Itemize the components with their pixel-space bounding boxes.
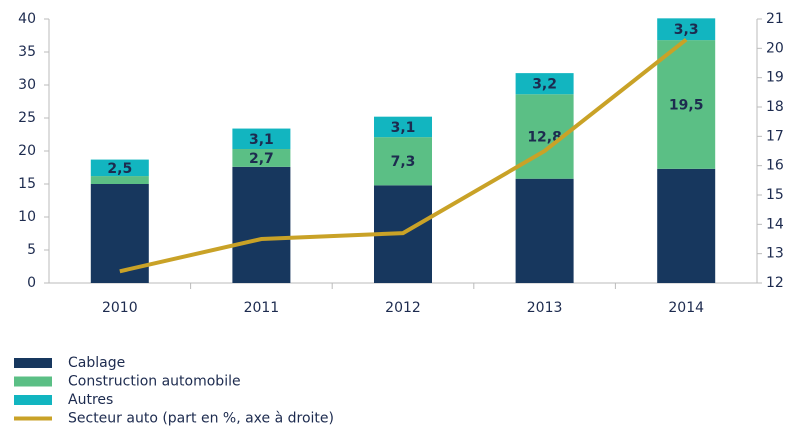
y-tick-label: 40: [18, 11, 36, 27]
bar-segment: [657, 18, 716, 41]
y2-tick-label: 20: [766, 40, 784, 56]
legend-label: Construction automobile: [68, 374, 241, 390]
bar-segment: [232, 166, 291, 283]
data-label: 12,8: [527, 129, 562, 145]
y2-tick-label: 15: [766, 187, 784, 203]
legend-swatch: [14, 376, 52, 387]
bar-segment: [374, 116, 432, 138]
x-tick-label: 2011: [244, 300, 280, 316]
legend-swatch: [14, 395, 52, 405]
y2-tick-label: 21: [766, 11, 784, 27]
y-tick-label: 30: [18, 77, 36, 93]
data-label: 2,5: [107, 161, 132, 177]
data-label: 19,5: [669, 97, 704, 113]
y-tick-label: 5: [27, 242, 36, 258]
legend-swatch: [14, 358, 52, 368]
x-tick-label: 2010: [102, 300, 138, 316]
bar-segment: [90, 176, 149, 184]
bar-segment: [90, 159, 149, 177]
data-label: 7,3: [391, 154, 416, 170]
line-series: [119, 37, 688, 274]
data-label: 3,3: [674, 22, 699, 38]
bar-segment: [657, 40, 716, 169]
bar-segment: [515, 73, 574, 95]
y-tick-label: 15: [18, 176, 36, 192]
x-tick-label: 2012: [385, 300, 421, 316]
y2-tick-label: 17: [766, 128, 784, 144]
y2-tick-label: 13: [766, 246, 784, 262]
bar-segment: [232, 149, 291, 167]
legend-label: Cablage: [68, 355, 125, 371]
y-tick-label: 10: [18, 209, 36, 225]
data-label: 2,7: [249, 151, 274, 167]
legend-label: Secteur auto (part en %, axe à droite): [68, 411, 334, 427]
legend-label: Autres: [68, 392, 113, 408]
y2-tick-label: 14: [766, 216, 784, 232]
y-tick-label: 0: [27, 275, 36, 291]
bar-segment: [232, 128, 291, 150]
y2-tick-label: 18: [766, 99, 784, 115]
y-tick-label: 35: [18, 44, 36, 60]
y2-tick-label: 12: [766, 275, 784, 291]
data-label: 3,2: [532, 77, 557, 93]
y2-tick-label: 19: [766, 70, 784, 86]
data-label: 3,1: [391, 120, 416, 136]
x-tick-label: 2014: [668, 300, 704, 316]
y-tick-label: 25: [18, 110, 36, 126]
bar-segment: [657, 168, 716, 283]
y2-tick-label: 16: [766, 158, 784, 174]
y-tick-label: 20: [18, 143, 36, 159]
bar-segment: [515, 178, 574, 283]
bar-segment: [374, 137, 432, 186]
data-label: 3,1: [249, 132, 274, 148]
x-tick-label: 2013: [527, 300, 563, 316]
